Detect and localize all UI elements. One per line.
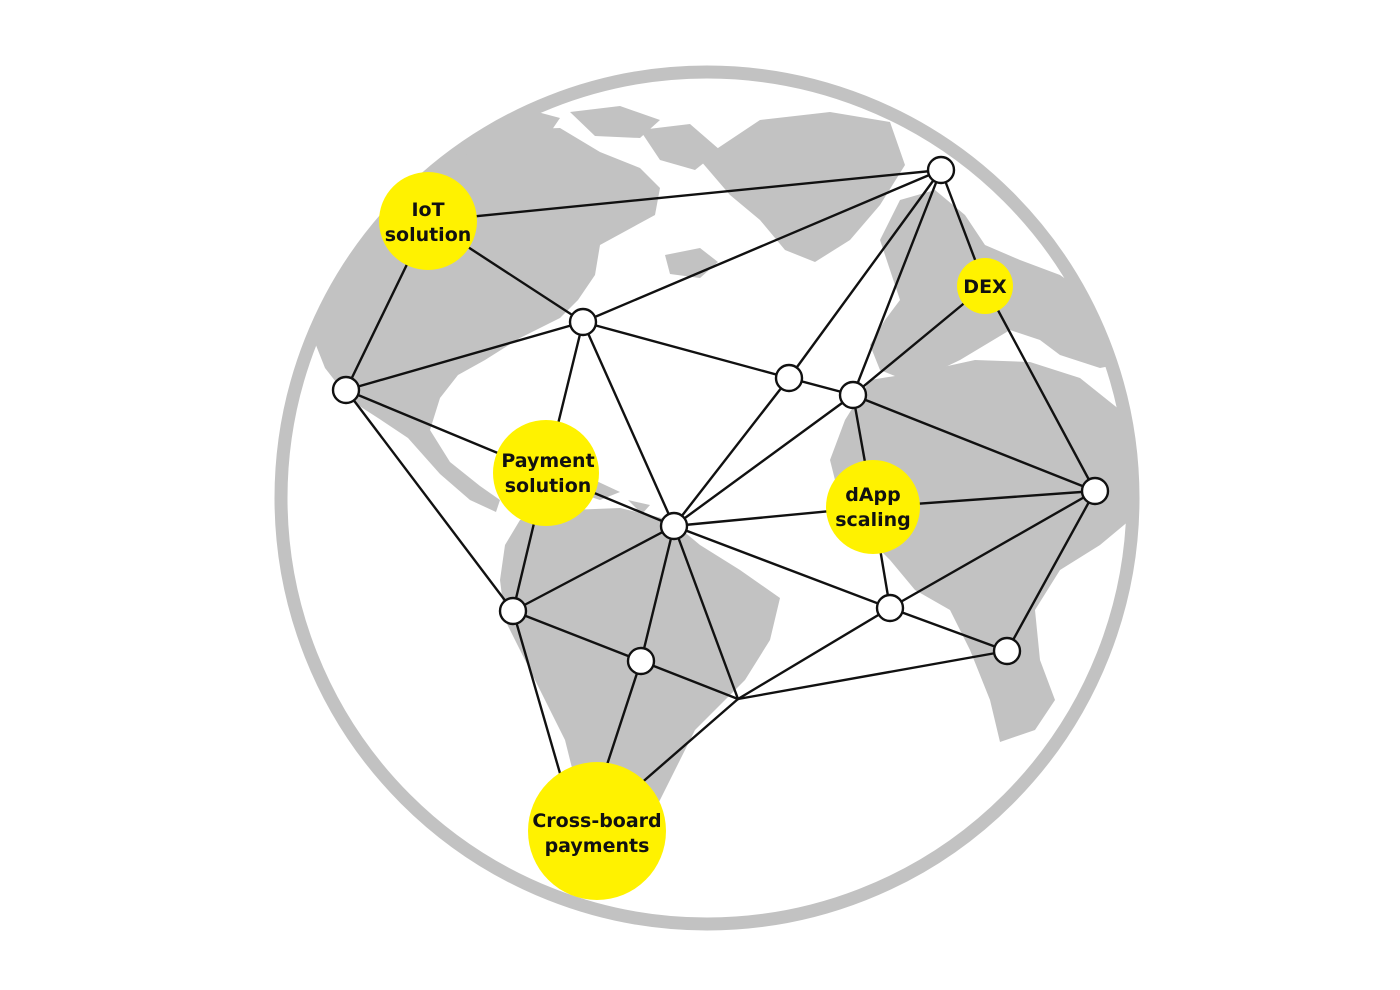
network-node — [498, 596, 528, 626]
network-node — [568, 307, 598, 337]
edge — [736, 606, 892, 701]
land-arctic-islands — [480, 106, 720, 170]
edge — [888, 489, 1097, 610]
hub-label-line1: DEX — [963, 276, 1007, 298]
network-node — [659, 511, 689, 541]
edge — [672, 524, 740, 701]
edge — [787, 168, 943, 380]
hub-dapp-scaling: dApp scaling — [826, 460, 920, 554]
hub-label-line2: solution — [505, 475, 592, 497]
edge — [639, 659, 740, 701]
hub-iot-solution: IoT solution — [379, 172, 477, 270]
hub-circle — [493, 420, 599, 526]
edge — [983, 284, 1097, 493]
network-node — [992, 636, 1022, 666]
hub-dex: DEX — [957, 258, 1013, 314]
land-iceland — [665, 248, 718, 278]
hub-circle — [528, 762, 666, 900]
edge — [511, 524, 676, 613]
hub-circle — [826, 460, 920, 554]
network-node — [838, 380, 868, 410]
globe-outline — [274, 65, 1140, 931]
edge — [851, 393, 1097, 493]
network-node — [626, 646, 656, 676]
network-node — [875, 593, 905, 623]
edge — [581, 168, 943, 324]
hub-label-line2: payments — [545, 835, 650, 857]
hub-circle — [957, 258, 1013, 314]
edge — [581, 320, 791, 380]
edge — [851, 168, 943, 397]
network-node — [331, 375, 361, 405]
land-greenland — [700, 112, 905, 262]
hub-label-line1: dApp — [845, 484, 901, 506]
hub-cross-board-payments: Cross-board payments — [528, 762, 666, 900]
edge — [672, 393, 855, 528]
edge — [1005, 489, 1097, 653]
edge — [511, 609, 643, 663]
hub-label-line1: Cross-board — [532, 810, 661, 832]
hub-label-line1: Payment — [501, 450, 594, 472]
hub-label-line2: solution — [385, 224, 472, 246]
edge — [581, 320, 676, 528]
edge — [736, 649, 1009, 701]
network-node — [774, 363, 804, 393]
edge — [851, 284, 987, 397]
edge — [639, 524, 676, 663]
edge — [888, 606, 1009, 653]
hub-payment-solution: Payment solution — [493, 420, 599, 526]
hub-label-line2: scaling — [835, 509, 911, 531]
edge — [344, 388, 515, 613]
network-node — [926, 155, 956, 185]
edge — [344, 320, 585, 392]
hub-label-line1: IoT — [411, 199, 444, 221]
land-south-america — [500, 508, 780, 890]
hub-circle — [379, 172, 477, 270]
edge — [426, 168, 943, 223]
network-nodes — [331, 155, 1110, 676]
edge — [672, 376, 791, 528]
network-node — [1080, 476, 1110, 506]
land-north-america — [300, 118, 660, 512]
edge — [672, 524, 892, 610]
